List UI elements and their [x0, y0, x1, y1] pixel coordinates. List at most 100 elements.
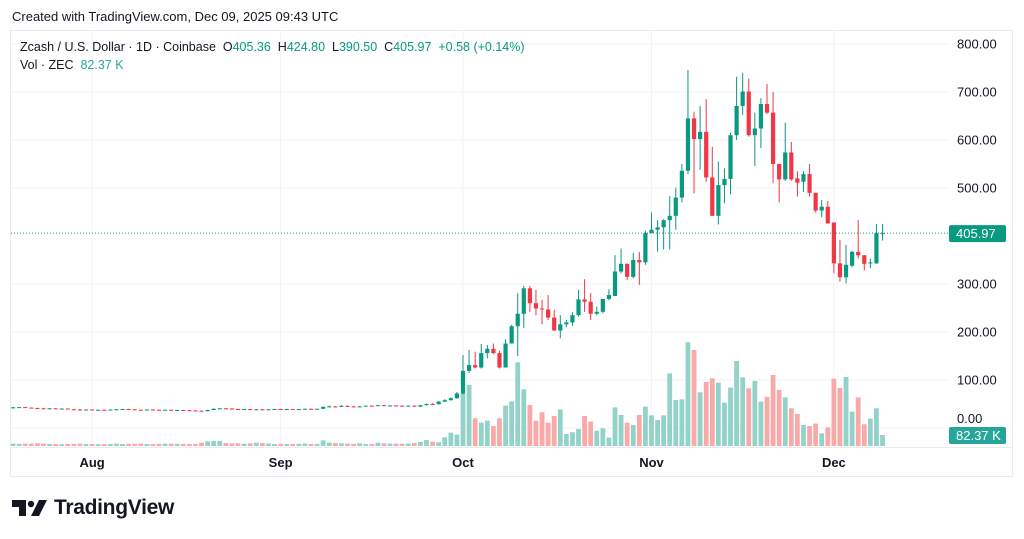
volume-bar — [624, 422, 630, 446]
volume-bar — [685, 342, 691, 446]
volume-bar — [551, 416, 557, 446]
candle-body — [570, 315, 575, 323]
candle-body — [862, 255, 867, 264]
candle-body — [485, 348, 490, 354]
volume-bar — [199, 442, 204, 446]
price-tick-label: 100.00 — [957, 373, 997, 388]
price-tick-label: 800.00 — [957, 37, 997, 52]
candle — [460, 355, 466, 395]
candle — [217, 408, 222, 410]
candle-body — [150, 409, 156, 411]
candle-body — [850, 251, 855, 266]
candle — [29, 407, 34, 409]
candle-body — [698, 131, 703, 140]
volume-bar — [405, 443, 411, 446]
candle — [764, 83, 770, 115]
candle-body — [466, 365, 472, 371]
candle-body — [412, 405, 417, 407]
candle — [394, 405, 399, 407]
volume-bar — [782, 397, 788, 446]
volume-bar — [77, 443, 83, 446]
volume-bar — [22, 443, 28, 446]
high-label: H — [277, 40, 287, 54]
candle-body — [375, 405, 380, 407]
candle — [351, 405, 356, 408]
volume-bar — [326, 442, 332, 446]
candle — [655, 220, 660, 252]
candle — [734, 76, 739, 140]
candle — [503, 339, 508, 368]
candle-body — [758, 104, 764, 129]
candle — [314, 408, 320, 410]
volume-bar — [83, 444, 89, 446]
volume-bar — [229, 443, 235, 446]
candle — [211, 408, 216, 410]
candle — [418, 404, 423, 407]
volume-bar — [296, 443, 302, 446]
candle — [539, 299, 545, 325]
candle — [777, 164, 782, 203]
volume-bar — [752, 380, 758, 446]
volume-bar — [114, 443, 119, 446]
candle-body — [661, 220, 666, 228]
candle-body — [248, 409, 253, 411]
candle — [552, 309, 557, 331]
candle — [248, 408, 253, 411]
symbol-title[interactable]: Zcash / U.S. Dollar · 1D · Coinbase — [20, 40, 216, 54]
candle — [874, 224, 879, 264]
candle — [637, 251, 642, 285]
volume-bar — [582, 416, 587, 446]
candle — [436, 401, 441, 405]
tradingview-logo[interactable]: TradingView — [12, 496, 174, 520]
candle — [387, 405, 393, 407]
time-tick-label: Sep — [269, 455, 293, 470]
last-volume-badge — [949, 427, 1006, 444]
volume-bar — [47, 444, 52, 446]
candle — [235, 408, 241, 411]
volume-bar — [527, 404, 533, 446]
last-price-badge — [949, 225, 1006, 243]
volume-bar — [831, 378, 837, 446]
candle-body — [795, 178, 800, 183]
volume-bar — [539, 412, 545, 446]
chart-frame[interactable] — [10, 30, 1013, 477]
candle-body — [321, 406, 326, 409]
candle-body — [23, 407, 28, 409]
candle — [169, 409, 174, 411]
volume-bar — [661, 415, 667, 446]
candle — [758, 98, 764, 149]
volume-bar — [867, 418, 873, 446]
volume-bar — [65, 443, 71, 446]
candle-body — [187, 410, 192, 412]
legend-volume-row: Vol · ZEC 82.37 K — [20, 56, 525, 74]
volume-bar — [223, 443, 229, 446]
candle-body — [278, 409, 283, 411]
candle-body — [843, 264, 849, 278]
candle-body — [503, 343, 508, 368]
volume-bar — [235, 443, 241, 446]
volume-bar — [302, 443, 308, 446]
volume-bar — [381, 443, 387, 446]
volume-bar — [424, 440, 429, 446]
candle-body — [521, 288, 526, 314]
candle-body — [783, 152, 788, 180]
candle-body — [588, 301, 593, 314]
volume-bar — [187, 444, 192, 446]
tradingview-logo-text: TradingView — [54, 496, 175, 519]
candle — [175, 409, 180, 411]
candle — [546, 295, 551, 320]
volume-bar — [570, 432, 575, 446]
candle-body — [746, 91, 751, 136]
volume-bar — [168, 443, 174, 446]
volume-label[interactable]: Vol · ZEC — [20, 58, 74, 72]
candle — [138, 409, 143, 411]
candle-body — [460, 370, 466, 394]
candle-body — [618, 263, 624, 272]
candle — [837, 239, 843, 282]
volume-bar — [180, 443, 186, 446]
candle-body — [655, 227, 660, 230]
candle — [242, 408, 247, 411]
candle — [424, 403, 429, 406]
volume-bar — [594, 430, 600, 446]
